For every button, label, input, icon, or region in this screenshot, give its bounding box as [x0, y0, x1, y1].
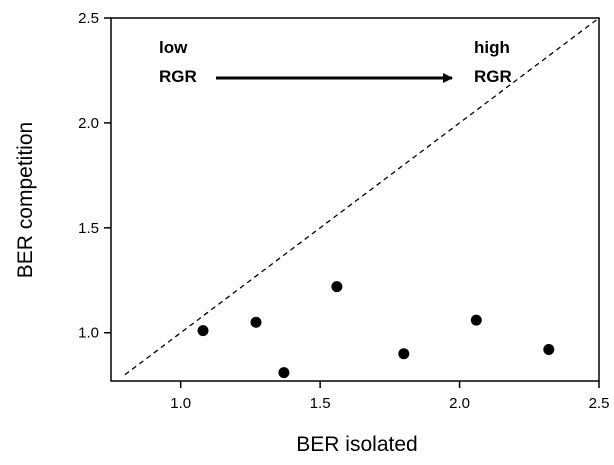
data-point [250, 316, 262, 328]
y-tick-label: 1.0 [78, 325, 99, 342]
x-tick-label: 1.5 [310, 395, 331, 412]
data-point [197, 325, 209, 337]
data-point [398, 348, 410, 360]
x-tick-label: 2.0 [449, 395, 470, 412]
data-point [331, 281, 343, 293]
annotation-low-rgr: RGR [159, 67, 197, 86]
y-tick-label: 2.0 [78, 115, 99, 132]
annotation-high: high [474, 38, 510, 57]
x-tick-label: 1.0 [170, 395, 191, 412]
y-axis-title: BER competition [14, 122, 37, 278]
data-points [197, 281, 555, 379]
plot-frame [110, 17, 600, 382]
data-point [278, 367, 290, 379]
data-point [470, 314, 482, 326]
x-axis-title: BER isolated [296, 433, 417, 456]
annotations: low RGR high RGR [159, 38, 512, 86]
annotation-low: low [159, 38, 188, 57]
y-tick-label: 1.5 [78, 220, 99, 237]
x-axis-ticks: 1.0 1.5 2.0 2.5 [170, 381, 609, 412]
y-axis-ticks: 1.0 1.5 2.0 2.5 [78, 10, 111, 342]
y-tick-label: 2.5 [78, 10, 99, 27]
annotation-high-rgr: RGR [474, 67, 512, 86]
x-tick-label: 2.5 [589, 395, 610, 412]
data-point [543, 344, 555, 356]
